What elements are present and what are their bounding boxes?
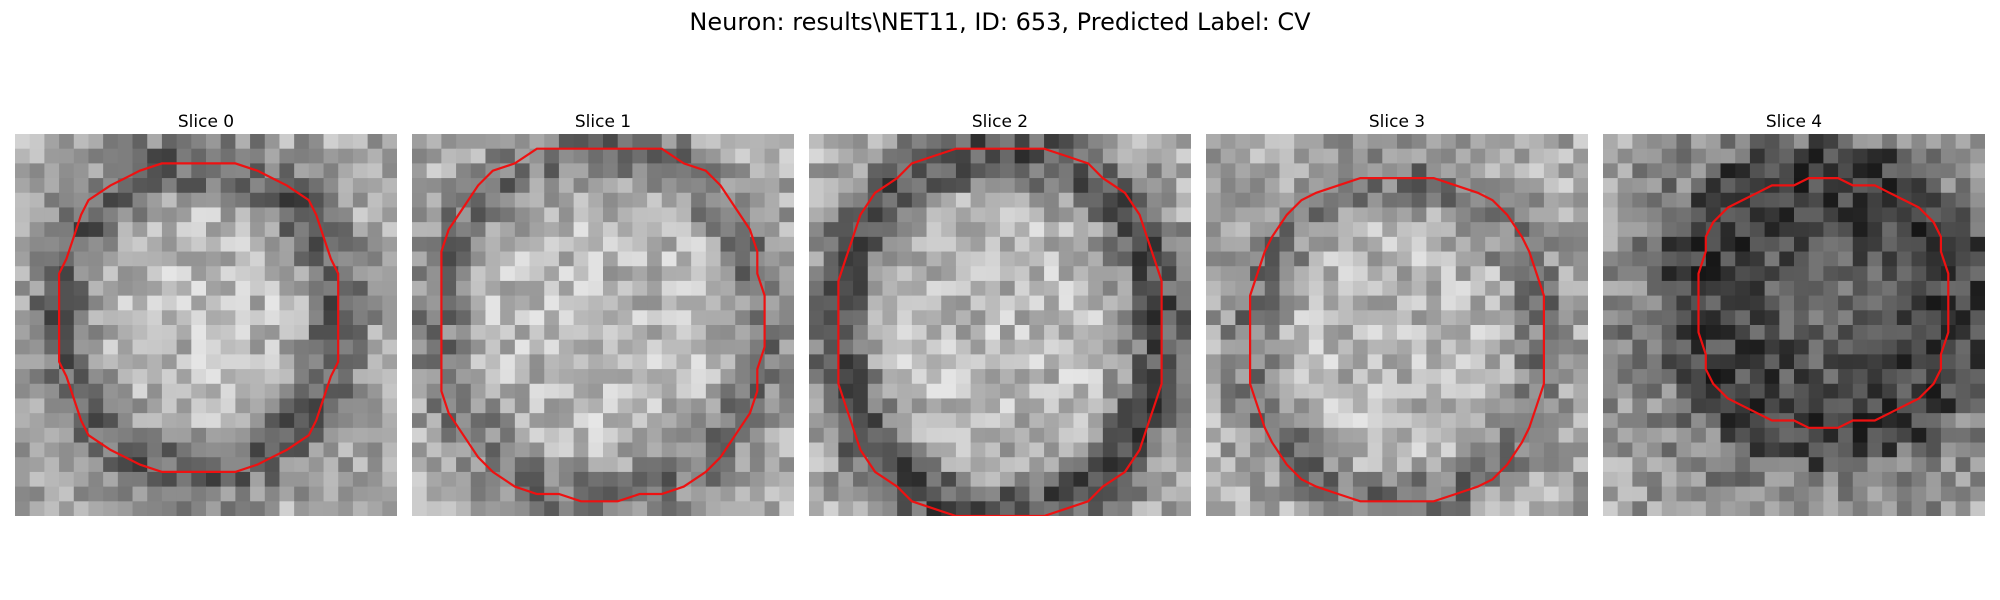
panel-title: Slice 0 bbox=[177, 112, 235, 132]
slice-image bbox=[15, 134, 397, 516]
panel-slice-2: Slice 2 bbox=[809, 110, 1191, 516]
slice-image bbox=[412, 134, 794, 516]
segmentation-contour bbox=[440, 147, 766, 503]
slice-image bbox=[1603, 134, 1985, 516]
slice-image bbox=[809, 134, 1191, 516]
panel-slice-4: Slice 4 bbox=[1603, 110, 1985, 516]
panel-title: Slice 2 bbox=[971, 112, 1029, 132]
panel-title: Slice 4 bbox=[1765, 112, 1823, 132]
slice-image bbox=[1206, 134, 1588, 516]
panel-title: Slice 3 bbox=[1368, 112, 1426, 132]
segmentation-contour bbox=[1248, 176, 1545, 503]
segmentation-contour bbox=[837, 147, 1163, 516]
segmentation-contour bbox=[1697, 176, 1950, 429]
figure-title: Neuron: results\NET11, ID: 653, Predicte… bbox=[689, 8, 1311, 36]
panel-title: Slice 1 bbox=[574, 112, 632, 132]
segmentation-contour bbox=[57, 162, 340, 473]
panel-slice-1: Slice 1 bbox=[412, 110, 794, 516]
panel-slice-0: Slice 0 bbox=[15, 110, 397, 516]
panel-slice-3: Slice 3 bbox=[1206, 110, 1588, 516]
